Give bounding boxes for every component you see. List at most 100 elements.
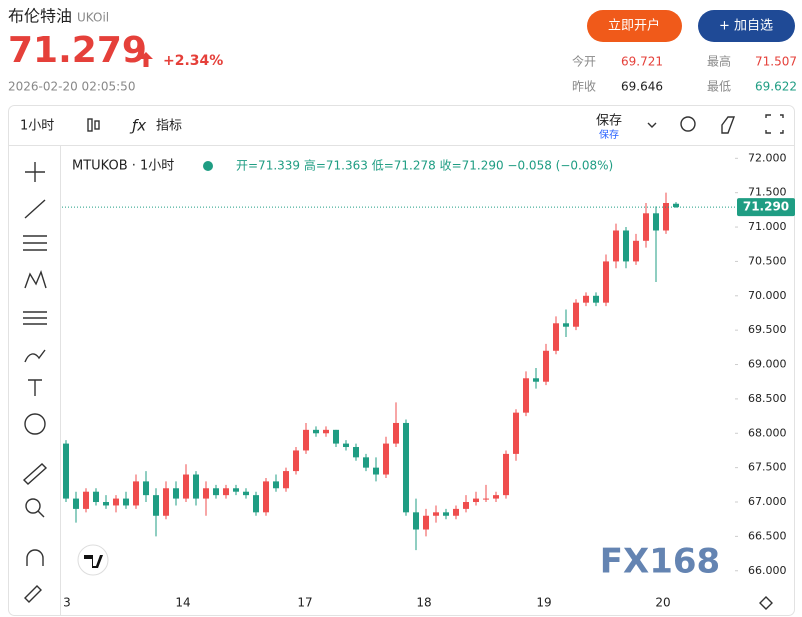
candle-body [403,422,409,513]
candle-body [83,491,89,509]
last-price-label: 71.290 [743,200,789,214]
candle-body [193,474,199,499]
stat-value: 69.646 [621,80,663,94]
candle-type-icon[interactable] [87,118,100,132]
candle-body [303,429,309,451]
stat-label: 最低 [707,80,731,94]
toolbar-icons[interactable] [680,114,784,134]
candle-body [233,488,239,492]
candle-body [353,447,359,458]
candle-body [213,488,219,496]
candle-body [603,261,609,303]
candle-body [373,467,379,475]
price: 71.279 [8,30,147,71]
x-tick-label: 20 [655,596,670,610]
candle-body [363,457,369,468]
stat-label: 今开 [572,54,596,69]
y-tick-label: 69.000 [748,358,787,371]
candle-body [453,508,459,516]
x-tick-label: 3 [63,596,71,610]
candle-body [413,512,419,530]
candle-body [263,481,269,513]
y-tick-label: 70.500 [748,254,787,267]
indicators[interactable]: 指标 [156,119,182,134]
candle-body [543,350,549,382]
tv-logo-mark [84,555,103,568]
timestamp: 2026-02-20 02:05:50 [8,80,135,94]
candle-body [73,498,79,509]
candle-body [393,422,399,444]
candle-body [463,502,469,509]
instrument-symbol: UKOil [77,11,109,25]
candle-body [243,491,249,496]
candle-body [113,498,119,506]
candle-body [323,429,329,434]
drawing-tools[interactable] [22,162,48,603]
candle-body [443,512,449,516]
candle-body [203,488,209,499]
y-tick-label: 68.500 [748,392,787,405]
y-tick-label: 71.500 [748,186,787,199]
candle-body [663,202,669,231]
eye-icon [203,161,213,171]
candle-body [333,429,339,444]
save-sub: 保存 [599,128,619,141]
x-tick-label: 17 [297,596,312,610]
interval[interactable]: 1小时 [20,119,54,134]
candle-body [533,378,539,382]
open-account-button[interactable] [587,10,682,42]
candle-body [283,471,289,489]
candle-body [383,443,389,475]
candle-body [593,295,599,303]
last-price-box [737,198,795,217]
fx-icon[interactable]: ƒx [129,117,146,135]
x-tick-label: 19 [536,596,551,610]
stat-value: 69.721 [621,55,663,69]
ohlc-legend: 开=71.339 高=71.363 低=71.278 收=71.290 −0.0… [236,158,613,173]
candle-body [273,481,279,489]
candle-body [623,230,629,262]
candle-body [103,502,109,506]
candle-body [133,481,139,506]
candle-body [633,240,639,262]
candle-body [473,498,479,503]
candle-body [673,203,679,208]
candle-body [93,491,99,503]
settings-icon[interactable] [759,596,773,610]
candle-body [493,495,499,499]
y-tick-label: 69.500 [748,323,787,336]
candle-body [183,474,189,499]
candle-body [173,488,179,499]
y-tick-label: 67.500 [748,461,787,474]
x-tick-label: 18 [416,596,431,610]
instrument-name: 布伦特油 [8,7,72,26]
candle-body [503,453,509,496]
y-tick-label: 66.000 [748,564,787,577]
watchlist-button[interactable] [698,10,795,42]
y-tick-label: 66.500 [748,529,787,542]
y-tick-label: 72.000 [748,151,787,164]
button-label[interactable]: 立即开户 [608,18,660,34]
candle-body [653,213,659,231]
candle-body [523,378,529,413]
candle-body [643,213,649,241]
candle-body [293,450,299,472]
candle-body [153,495,159,516]
candle-body [573,302,579,327]
candle-body [223,488,229,496]
button-label[interactable]: + 加自选 [719,19,773,34]
chart-title: MTUKOB · 1小时 [72,159,174,174]
chart-panel [8,105,795,616]
up-arrow [139,52,153,67]
candle-body [63,443,69,499]
candle-body [423,515,429,530]
candle-body [513,412,519,454]
y-tick-label: 67.000 [748,495,787,508]
save[interactable]: 保存 [596,114,622,129]
y-tick-label: 70.000 [748,289,787,302]
dropdown-icon[interactable] [647,122,657,128]
stat-label: 最高 [707,54,731,69]
x-tick-label: 14 [175,596,190,610]
candle-body [123,498,129,506]
